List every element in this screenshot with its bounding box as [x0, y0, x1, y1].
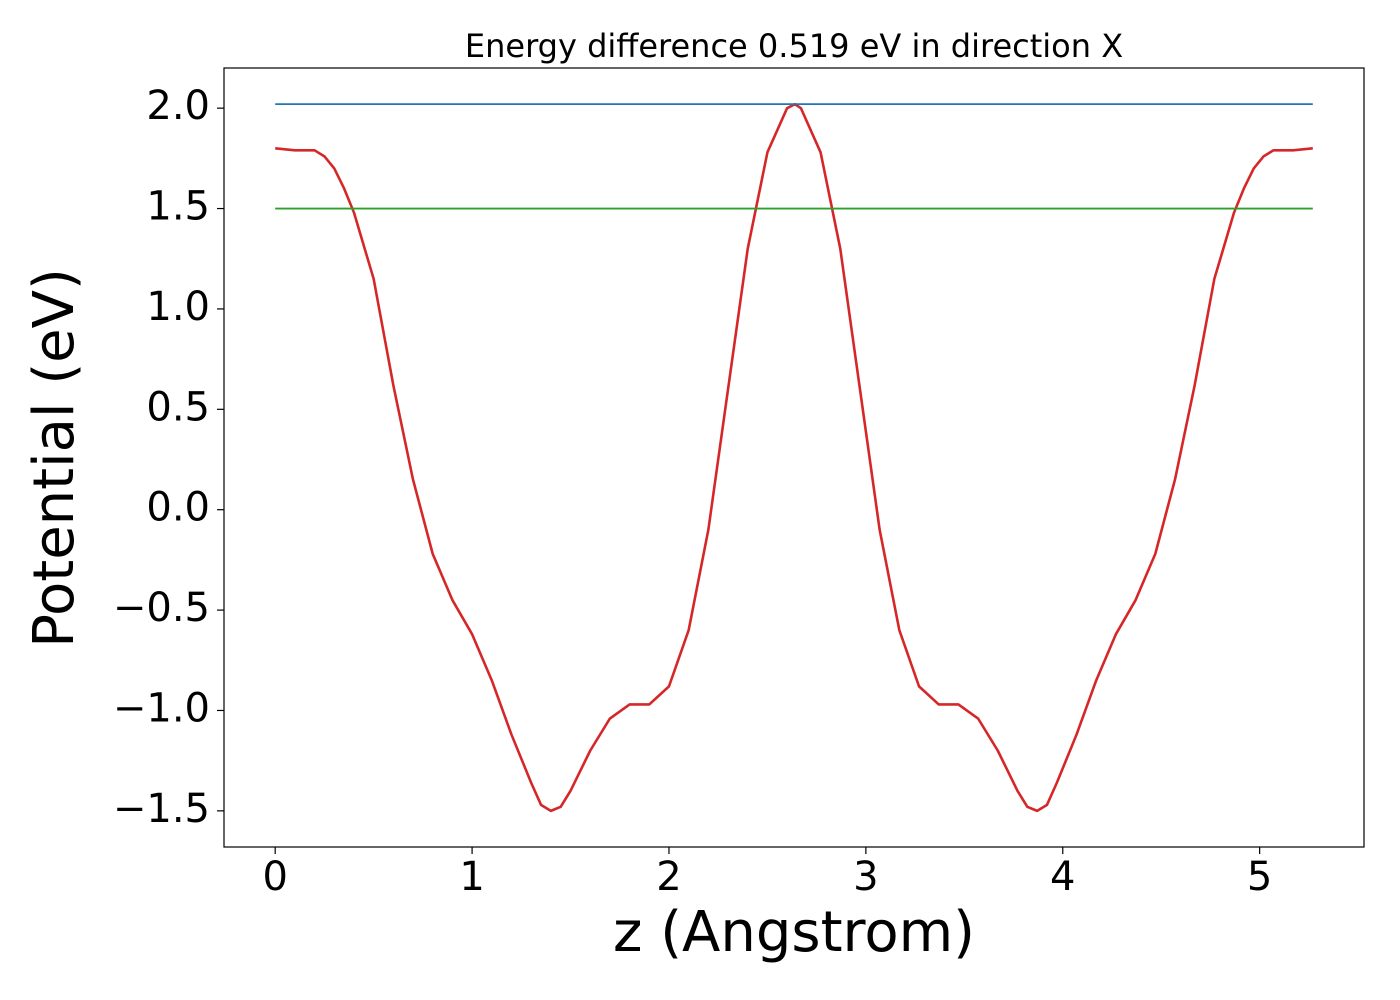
y-tick-label: 2.0 [146, 83, 210, 129]
y-tick-label: −1.0 [113, 685, 210, 731]
x-axis-label: z (Angstrom) [613, 900, 975, 965]
y-tick-label: 0.0 [146, 485, 210, 531]
x-tick-label: 4 [1050, 854, 1075, 900]
data-line [275, 102, 1313, 813]
y-tick-label: 1.5 [146, 184, 210, 230]
y-tick-label: −0.5 [113, 585, 210, 631]
y-tick-label: 1.0 [146, 284, 210, 330]
x-tick-label: 5 [1247, 854, 1272, 900]
x-tick-label: 2 [656, 854, 681, 900]
y-tick-label: 0.5 [146, 384, 210, 430]
y-tick-label: −1.5 [113, 786, 210, 832]
x-tick-label: 0 [262, 854, 287, 900]
plot-frame [223, 67, 1365, 848]
chart-title: Energy difference 0.519 eV in direction … [465, 27, 1123, 65]
y-axis-label: Potential (eV) [22, 268, 87, 648]
x-tick-label: 1 [459, 854, 484, 900]
x-tick-label: 3 [853, 854, 878, 900]
